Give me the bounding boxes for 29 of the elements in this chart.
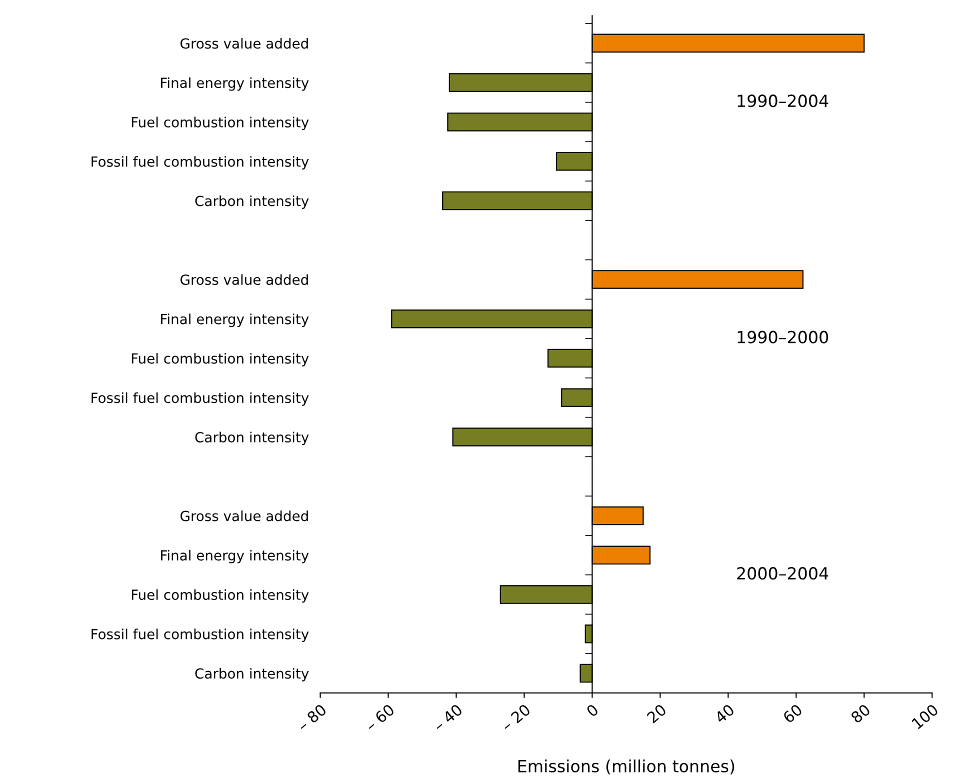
y-tick-label: Final energy intensity [161,550,309,564]
y-tick-label: Fossil fuel combustion intensity [92,156,309,170]
y-tick-label: Fuel combustion intensity [132,589,309,603]
x-tick-label: 100 [911,704,939,730]
annotation: 2000–2004 [737,567,828,580]
x-axis-title: Emissions (million tonnes) [518,760,734,774]
x-tick-label: – 40 [432,704,464,732]
x-tick-label: 40 [714,704,735,724]
x-tick-label: 80 [850,704,871,724]
annotation: 1990–2000 [738,330,828,344]
x-tick-label: 20 [646,704,667,724]
y-tick-label: Fuel combustion intensity [132,352,309,366]
y-tick-label: Fuel combustion intensity [132,116,309,130]
y-tick-label: Gross value added [180,510,308,522]
x-tick-label: – 80 [296,704,328,732]
y-tick-label: Gross value added [180,38,308,49]
y-tick-label: Carbon intensity [195,432,309,446]
y-tick-label: Gross value added [180,274,308,285]
y-tick-label: Final energy intensity [161,314,309,328]
y-tick-label: Carbon intensity [195,195,309,209]
x-tick-label: – 20 [500,704,532,732]
x-tick-label: 0 [586,704,600,718]
y-tick-label: Carbon intensity [195,668,309,682]
x-tick-label: – 60 [364,704,396,732]
y-tick-label: Fossil fuel combustion intensity [92,628,309,642]
annotation: 1990–2004 [738,94,828,108]
y-tick-label: Fossil fuel combustion intensity [92,392,309,406]
y-tick-label: Final energy intensity [161,77,309,91]
x-tick-label: 60 [782,704,803,724]
